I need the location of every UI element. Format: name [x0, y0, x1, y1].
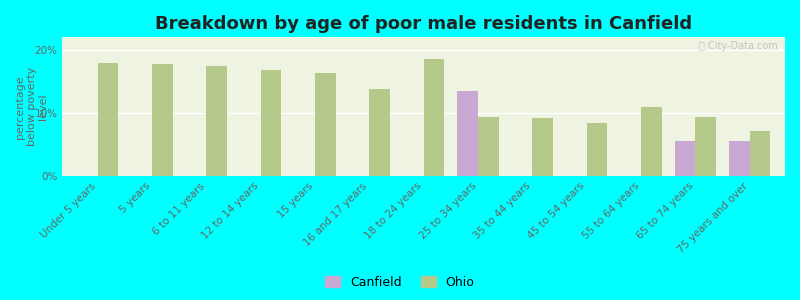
Bar: [729, 142, 750, 176]
Bar: [98, 63, 118, 176]
Bar: [315, 73, 335, 176]
Bar: [532, 118, 553, 176]
Bar: [586, 122, 607, 176]
Bar: [674, 142, 695, 176]
Bar: [261, 70, 282, 176]
Y-axis label: percentage
below poverty
level: percentage below poverty level: [15, 67, 48, 146]
Bar: [695, 117, 716, 176]
Bar: [458, 91, 478, 176]
Text: Ⓣ City-Data.com: Ⓣ City-Data.com: [699, 41, 778, 52]
Bar: [478, 117, 498, 176]
Bar: [206, 66, 227, 176]
Bar: [370, 89, 390, 176]
Title: Breakdown by age of poor male residents in Canfield: Breakdown by age of poor male residents …: [155, 15, 692, 33]
Bar: [424, 59, 444, 176]
Bar: [641, 107, 662, 176]
Bar: [152, 64, 173, 176]
Bar: [750, 131, 770, 176]
Legend: Canfield, Ohio: Canfield, Ohio: [320, 271, 480, 294]
